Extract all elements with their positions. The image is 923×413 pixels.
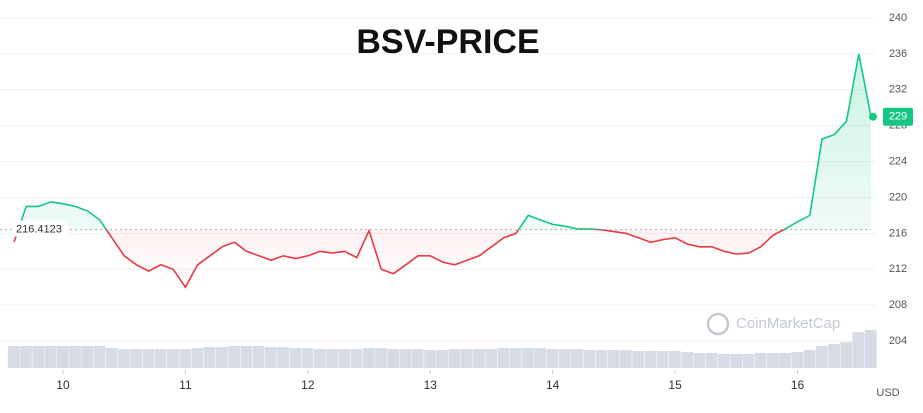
volume-bar: [717, 354, 730, 368]
x-tick-label: 13: [424, 378, 438, 392]
x-tick-label: 16: [791, 378, 805, 392]
volume-bar: [730, 354, 742, 368]
volume-bar: [705, 353, 718, 368]
volume-bar: [534, 348, 547, 368]
volume-bar: [313, 349, 326, 368]
volume-bar: [20, 346, 32, 368]
volume-bar: [546, 349, 559, 368]
last-point: [869, 112, 877, 121]
x-tick-label: 15: [668, 378, 682, 392]
volume-bar: [411, 349, 424, 368]
volume-bar: [326, 349, 338, 368]
volume-bar: [485, 349, 498, 368]
volume-bar: [56, 346, 69, 368]
volume-bar: [840, 342, 853, 368]
y-tick-label: 208: [889, 299, 907, 311]
volume-bar: [583, 350, 596, 368]
volume-bar: [203, 347, 216, 368]
volume-bar: [277, 347, 289, 368]
volume-bar: [803, 350, 816, 368]
price-line-down: [13, 229, 786, 289]
y-tick-label: 220: [889, 191, 907, 203]
y-tick-label: 212: [889, 263, 907, 275]
volume-bar: [289, 348, 302, 368]
volume-bar: [656, 351, 669, 368]
volume-bar: [436, 350, 449, 368]
volume-bar: [375, 348, 387, 368]
baseline-label-bg: [12, 220, 68, 237]
volume-bar: [362, 348, 375, 368]
volume-bar: [216, 347, 228, 368]
volume-bar: [607, 350, 620, 368]
volume-bar: [252, 346, 265, 368]
watermark: CoinMarketCap: [736, 315, 840, 332]
last-price-label: 229: [889, 111, 907, 123]
volume-bar: [742, 354, 755, 368]
watermark-logo: [706, 312, 730, 336]
volume-bar: [179, 349, 192, 368]
volume-bar: [595, 350, 608, 368]
unit-label: USD: [876, 387, 899, 399]
volume-bar: [828, 344, 840, 368]
volume-bar: [338, 349, 351, 368]
volume-bar: [399, 349, 412, 368]
volume-bar: [815, 346, 828, 368]
chart-title: BSV-PRICE: [356, 23, 539, 61]
volume-bar: [668, 351, 681, 368]
area-down: [14, 229, 871, 288]
volume-bar: [754, 353, 767, 368]
y-tick-label: 204: [889, 335, 907, 347]
x-tick-label: 11: [179, 378, 192, 392]
volume-bar: [7, 346, 20, 368]
volume-bar: [497, 348, 510, 368]
volume-bar: [473, 349, 485, 368]
volume-bar: [301, 348, 314, 368]
y-tick-label: 240: [889, 12, 907, 24]
x-tick-label: 14: [546, 378, 560, 392]
volume-bar: [142, 349, 155, 368]
volume-bar: [81, 346, 94, 368]
volume-bar: [864, 330, 877, 368]
volume-bar: [460, 349, 473, 368]
volume-bar: [681, 352, 693, 368]
volume-bar: [264, 347, 277, 368]
volume-bar: [350, 349, 363, 368]
volume-bar: [558, 349, 571, 368]
volume-bar: [644, 351, 657, 368]
volume-bar: [779, 353, 791, 368]
volume-bar: [522, 348, 534, 368]
y-tick-label: 216: [889, 227, 907, 239]
volume-bar: [228, 346, 240, 368]
volume-bar: [118, 349, 130, 368]
volume-bar: [632, 351, 645, 368]
volume-bar: [424, 350, 436, 368]
volume-bar: [791, 352, 804, 368]
volume-bar: [167, 349, 179, 368]
volume-bar: [448, 349, 461, 368]
y-tick-label: 236: [889, 48, 907, 60]
volume-bar: [44, 346, 57, 368]
volume-bar: [32, 346, 45, 368]
volume-bar: [509, 348, 522, 368]
volume-bar: [620, 350, 632, 368]
volume-bar: [766, 353, 779, 368]
volume-bar: [693, 353, 706, 368]
volume-bar: [387, 349, 400, 368]
volume-bar: [852, 332, 865, 368]
y-tick-label: 224: [889, 155, 907, 167]
y-tick-label: 232: [889, 84, 907, 96]
volume-bar: [154, 349, 167, 368]
volume-bar: [240, 346, 253, 368]
volume-bar: [130, 349, 143, 368]
volume-bar: [69, 346, 81, 368]
volume-bar: [571, 349, 583, 368]
x-tick-label: 10: [56, 378, 70, 392]
volume-bar: [105, 348, 118, 368]
volume-bar: [93, 346, 106, 368]
x-tick-label: 12: [301, 378, 315, 392]
last-price-badge: [883, 107, 913, 126]
volume-bar: [191, 348, 204, 368]
baseline-label: 216.4123: [16, 224, 62, 236]
